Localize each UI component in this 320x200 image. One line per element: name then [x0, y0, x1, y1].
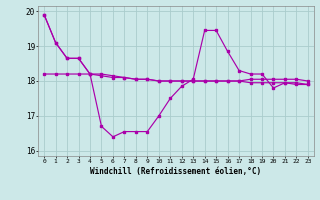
X-axis label: Windchill (Refroidissement éolien,°C): Windchill (Refroidissement éolien,°C)	[91, 167, 261, 176]
